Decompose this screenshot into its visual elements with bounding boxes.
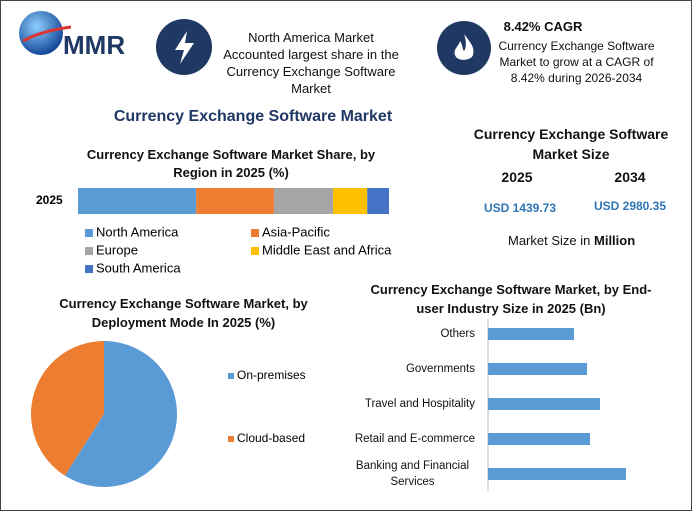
legend-label: Europe (96, 242, 138, 257)
lightning-icon (175, 31, 194, 64)
bar-segment (78, 188, 197, 214)
legend-swatch (228, 373, 234, 379)
legend-swatch (251, 229, 259, 237)
logo-text: MMR (63, 30, 125, 60)
legend-label: Cloud-based (237, 431, 305, 445)
year: 2025 (501, 169, 533, 185)
main-title: Currency Exchange Software Market (113, 108, 393, 125)
size-value: USD 1439.73 (483, 201, 557, 215)
category-label: 2025 (36, 193, 63, 207)
cagr-text: Currency Exchange Software Market to gro… (498, 39, 655, 85)
size-note: Market Size in (508, 233, 591, 248)
chart-title: Currency Exchange Software Market Share,… (86, 147, 376, 180)
bar (488, 468, 626, 480)
cagr-title: 8.42% CAGR (503, 19, 583, 34)
legend-swatch (85, 247, 93, 255)
legend-label: Asia-Pacific (262, 224, 330, 239)
chart-title: Currency Exchange Software Market, by De… (59, 296, 308, 330)
bar (488, 363, 587, 375)
pie-slice (30, 341, 104, 476)
size-title: Currency Exchange Software Market Size (473, 126, 669, 162)
size-value: USD 2980.35 (593, 199, 667, 213)
legend-label: North America (96, 224, 179, 239)
size-unit: Million (594, 233, 636, 248)
category-label: Banking and Financial Services (355, 460, 470, 488)
size-note-row: Market Size in Million (508, 233, 635, 248)
legend-swatch (85, 229, 93, 237)
highlight-text: North America Market Accounted largest s… (223, 30, 399, 96)
bar-segment (196, 188, 274, 214)
legend-swatch (251, 247, 259, 255)
bar (488, 328, 574, 340)
chart-title: Currency Exchange Software Market, by En… (370, 282, 652, 316)
legend-label: South America (96, 260, 181, 275)
year: 2034 (614, 169, 646, 185)
bar-segment (367, 188, 389, 214)
bar-segment (273, 188, 334, 214)
icon-circle (437, 21, 491, 75)
category-label: Others (440, 328, 475, 340)
bar-segment (333, 188, 368, 214)
category-label: Governments (405, 363, 475, 375)
flame-icon (454, 34, 474, 60)
legend-swatch (228, 436, 234, 442)
legend-swatch (85, 265, 93, 273)
logo-swoosh (22, 25, 72, 43)
category-label: Travel and Hospitality (364, 398, 475, 410)
legend-label: Middle East and Africa (262, 242, 392, 257)
bar (488, 398, 600, 410)
legend-label: On-premises (237, 368, 306, 382)
bar (488, 433, 590, 445)
category-label: Retail and E-commerce (354, 433, 475, 445)
pie-slice (64, 341, 178, 487)
